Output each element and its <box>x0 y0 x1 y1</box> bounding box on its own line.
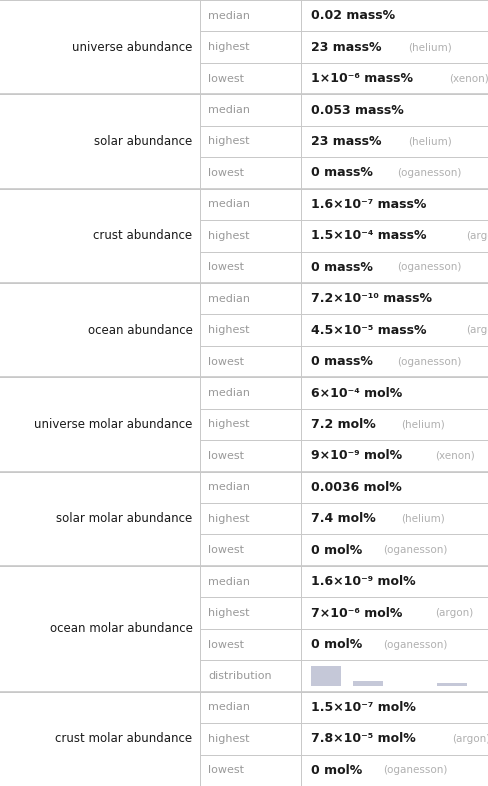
Text: (oganesson): (oganesson) <box>383 545 447 555</box>
Text: median: median <box>208 105 250 115</box>
Text: highest: highest <box>208 734 249 744</box>
Text: lowest: lowest <box>208 640 244 649</box>
Text: lowest: lowest <box>208 263 244 272</box>
Text: highest: highest <box>208 514 249 523</box>
Text: 1.5×10⁻⁴ mass%: 1.5×10⁻⁴ mass% <box>310 230 426 242</box>
Text: universe abundance: universe abundance <box>72 41 192 53</box>
Text: (argon): (argon) <box>434 608 472 618</box>
Text: 0 mol%: 0 mol% <box>310 764 361 777</box>
Text: (oganesson): (oganesson) <box>396 168 461 178</box>
Text: (xenon): (xenon) <box>448 74 488 83</box>
Text: 7.2 mol%: 7.2 mol% <box>310 418 375 431</box>
Text: lowest: lowest <box>208 74 244 83</box>
Text: 0.0036 mol%: 0.0036 mol% <box>310 481 401 494</box>
Text: (oganesson): (oganesson) <box>383 640 447 649</box>
Text: lowest: lowest <box>208 357 244 366</box>
Text: (helium): (helium) <box>407 42 451 52</box>
Text: median: median <box>208 703 250 712</box>
Text: highest: highest <box>208 42 249 52</box>
Text: (oganesson): (oganesson) <box>396 263 461 272</box>
Text: 0 mol%: 0 mol% <box>310 638 361 651</box>
Text: highest: highest <box>208 325 249 335</box>
Text: 0.02 mass%: 0.02 mass% <box>310 9 394 22</box>
Text: (oganesson): (oganesson) <box>383 766 447 775</box>
Text: ocean molar abundance: ocean molar abundance <box>49 623 192 635</box>
Text: ocean abundance: ocean abundance <box>87 324 192 336</box>
Text: lowest: lowest <box>208 168 244 178</box>
Text: (helium): (helium) <box>400 420 444 429</box>
Text: crust abundance: crust abundance <box>93 230 192 242</box>
Text: 23 mass%: 23 mass% <box>310 135 381 148</box>
Text: highest: highest <box>208 231 249 241</box>
Text: 1×10⁻⁶ mass%: 1×10⁻⁶ mass% <box>310 72 412 85</box>
Text: solar abundance: solar abundance <box>94 135 192 148</box>
Bar <box>436 683 466 685</box>
Text: 0 mass%: 0 mass% <box>310 261 372 274</box>
Text: highest: highest <box>208 420 249 429</box>
Text: (argon): (argon) <box>465 325 488 335</box>
Text: 23 mass%: 23 mass% <box>310 41 381 53</box>
Text: 7×10⁻⁶ mol%: 7×10⁻⁶ mol% <box>310 607 401 619</box>
Text: 7.4 mol%: 7.4 mol% <box>310 512 375 525</box>
Text: 0 mass%: 0 mass% <box>310 355 372 368</box>
Text: (helium): (helium) <box>407 137 451 146</box>
Text: 9×10⁻⁹ mol%: 9×10⁻⁹ mol% <box>310 450 401 462</box>
Text: solar molar abundance: solar molar abundance <box>56 512 192 525</box>
Text: 1.6×10⁻⁹ mol%: 1.6×10⁻⁹ mol% <box>310 575 414 588</box>
Text: lowest: lowest <box>208 451 244 461</box>
Text: 7.2×10⁻¹⁰ mass%: 7.2×10⁻¹⁰ mass% <box>310 292 431 305</box>
Text: median: median <box>208 11 250 20</box>
Bar <box>352 681 382 685</box>
Text: 1.6×10⁻⁷ mass%: 1.6×10⁻⁷ mass% <box>310 198 425 211</box>
Text: median: median <box>208 577 250 586</box>
Text: universe molar abundance: universe molar abundance <box>34 418 192 431</box>
Text: median: median <box>208 200 250 209</box>
Text: (helium): (helium) <box>400 514 444 523</box>
Text: distribution: distribution <box>208 671 271 681</box>
Text: lowest: lowest <box>208 545 244 555</box>
Text: 7.8×10⁻⁵ mol%: 7.8×10⁻⁵ mol% <box>310 733 415 745</box>
Text: median: median <box>208 388 250 398</box>
Text: 6×10⁻⁴ mol%: 6×10⁻⁴ mol% <box>310 387 401 399</box>
Text: median: median <box>208 294 250 303</box>
Text: crust molar abundance: crust molar abundance <box>55 733 192 745</box>
Text: lowest: lowest <box>208 766 244 775</box>
Text: highest: highest <box>208 608 249 618</box>
Text: (argon): (argon) <box>451 734 488 744</box>
Text: (oganesson): (oganesson) <box>396 357 461 366</box>
Text: 0.053 mass%: 0.053 mass% <box>310 104 403 116</box>
Text: (xenon): (xenon) <box>434 451 473 461</box>
Text: 0 mol%: 0 mol% <box>310 544 361 556</box>
Text: highest: highest <box>208 137 249 146</box>
Text: median: median <box>208 483 250 492</box>
Text: 1.5×10⁻⁷ mol%: 1.5×10⁻⁷ mol% <box>310 701 415 714</box>
Text: 0 mass%: 0 mass% <box>310 167 372 179</box>
Text: (argon): (argon) <box>465 231 488 241</box>
Text: 4.5×10⁻⁵ mass%: 4.5×10⁻⁵ mass% <box>310 324 426 336</box>
Bar <box>310 667 340 685</box>
